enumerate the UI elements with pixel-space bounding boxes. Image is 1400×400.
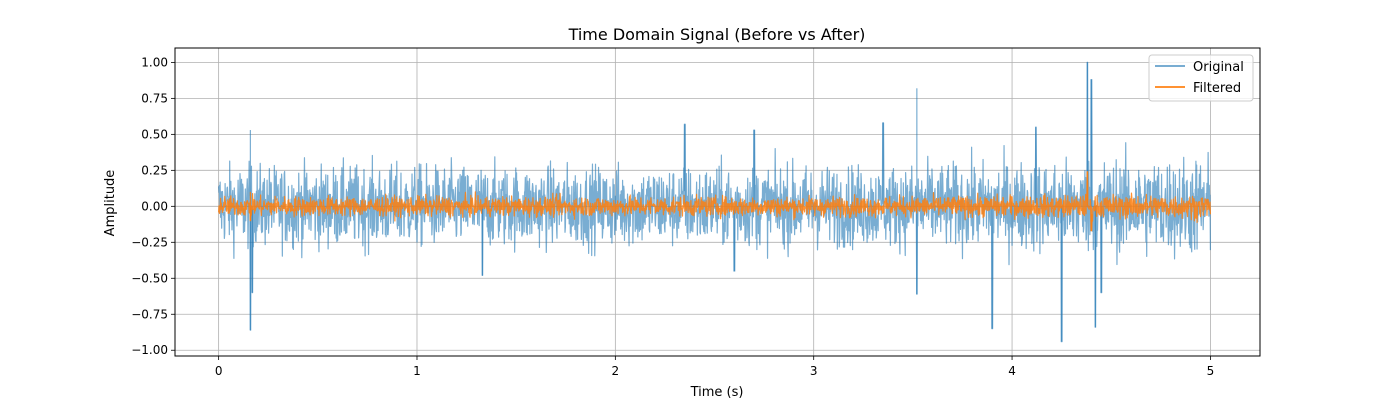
- y-tick-label: 0.50: [141, 127, 168, 141]
- x-tick-label: 5: [1207, 364, 1215, 378]
- series-layer: [218, 61, 1212, 343]
- y-tick-label: 0.75: [141, 91, 168, 105]
- y-tick-label: 0.25: [141, 163, 168, 177]
- chart-title: Time Domain Signal (Before vs After): [568, 25, 866, 44]
- y-tick-label: −0.50: [131, 271, 168, 285]
- y-tick-label: −0.75: [131, 307, 168, 321]
- legend: Original Filtered: [1148, 54, 1254, 102]
- x-axis: 0 1 2 3 4 5: [215, 356, 1214, 378]
- series-line-filtered: [218, 171, 1212, 232]
- x-tick-label: 1: [413, 364, 421, 378]
- x-tick-label: 2: [612, 364, 620, 378]
- legend-filtered-label: Filtered: [1193, 81, 1241, 96]
- y-axis-label: Amplitude: [103, 170, 118, 237]
- plot-area: [218, 61, 1212, 343]
- y-tick-label: −0.25: [131, 235, 168, 249]
- legend-original-label: Original: [1193, 60, 1244, 75]
- x-tick-label: 0: [215, 364, 223, 378]
- x-axis-label: Time (s): [690, 385, 744, 400]
- y-tick-label: 1.00: [141, 55, 168, 69]
- x-tick-label: 4: [1008, 364, 1016, 378]
- x-tick-label: 3: [810, 364, 818, 378]
- y-tick-label: 0.00: [141, 199, 168, 213]
- series-line-original: [218, 61, 1212, 343]
- y-axis: −1.00 −0.75 −0.50 −0.25 0.00 0.25 0.50 0.75 1.00: [131, 55, 175, 357]
- y-tick-label: −1.00: [131, 343, 168, 357]
- plot-frame: [174, 47, 1261, 357]
